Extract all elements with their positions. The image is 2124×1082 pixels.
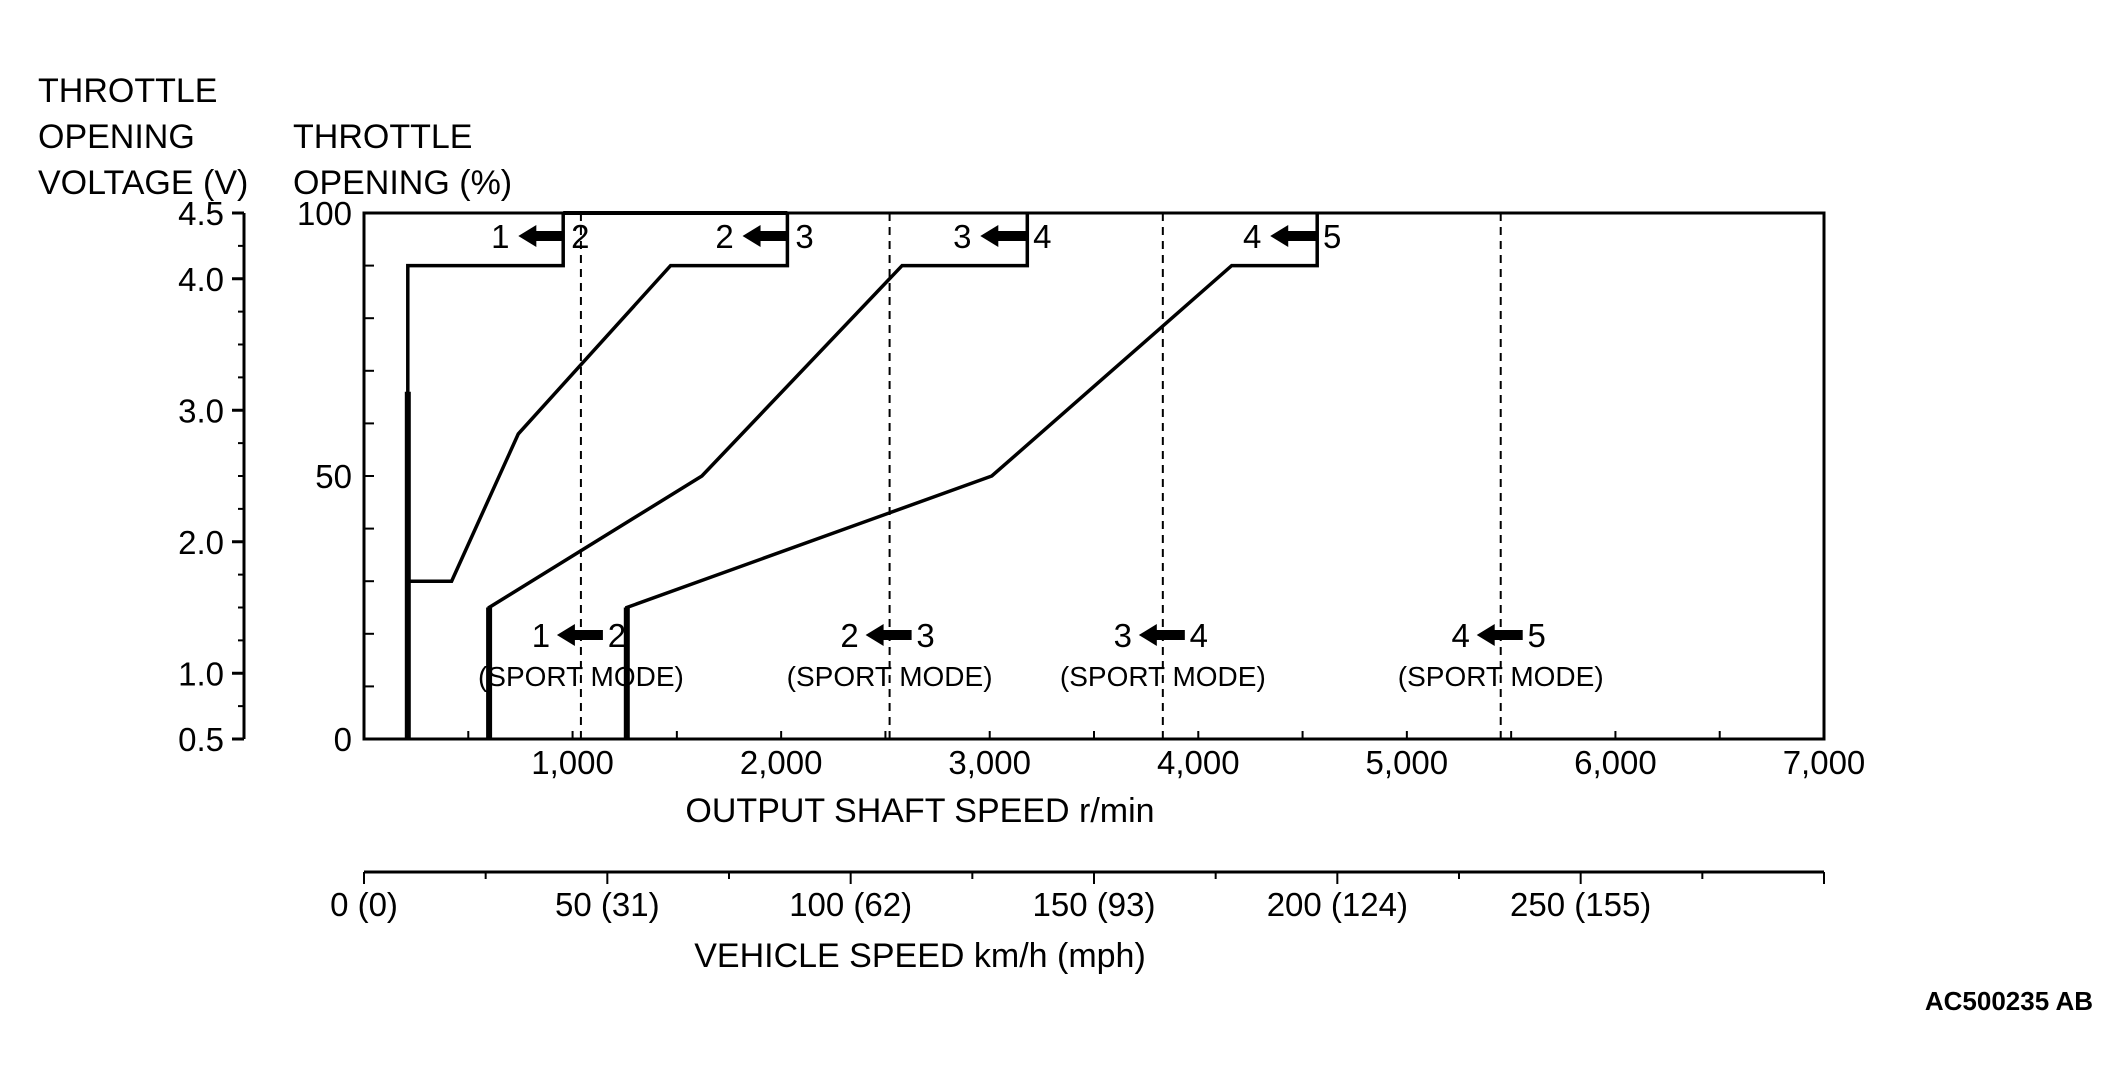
- voltage-tick-label: 1.0: [178, 655, 224, 692]
- vehicle-speed-tick-label: 0 (0): [330, 886, 398, 923]
- vehicle-speed-ticks: 0 (0) 50 (31) 100 (62) 150 (93) 200 (124) 250…: [330, 872, 1825, 923]
- sport-mode-label: (SPORT MODE): [1398, 661, 1604, 692]
- sport-mode-lines: 1 2 (SPORT MODE) 2 3 (SPORT MODE) 3 4 (SPORT MOD…: [478, 213, 1604, 739]
- throttle-tick-label: 0: [334, 721, 352, 758]
- voltage-ticks: 0.5 1.0 2.0 3.0 4.0 4.5: [178, 195, 244, 758]
- shift-arrow-icon: [1270, 225, 1317, 247]
- sport-mode-label: (SPORT MODE): [1060, 661, 1266, 692]
- x-axis-title: OUTPUT SHAFT SPEED r/min: [685, 792, 1154, 830]
- figure-code: AC500235 AB: [1925, 986, 2093, 1016]
- shaft-speed-tick-label: 3,000: [948, 744, 1031, 781]
- sport-shift-to: 5: [1528, 617, 1546, 654]
- sport-shift-to: 3: [916, 617, 934, 654]
- vehicle-speed-tick-label: 150 (93): [1033, 886, 1156, 923]
- y-right-axis-title: THROTTLE OPENING (%): [293, 118, 512, 202]
- voltage-tick-label: 3.0: [178, 392, 224, 429]
- shift-to-label: 2: [571, 218, 589, 255]
- shift-from-label: 3: [953, 218, 971, 255]
- y-left-title-line-2: OPENING: [38, 118, 195, 156]
- shift-arrow-icon: [742, 225, 789, 247]
- voltage-tick-label: 4.5: [178, 195, 224, 232]
- shaft-speed-tick-label: 6,000: [1574, 744, 1657, 781]
- y-right-title-line-2: OPENING (%): [293, 164, 512, 202]
- y-left-axis-title: THROTTLE OPENING VOLTAGE (V): [38, 72, 248, 202]
- sport-shift-from: 1: [532, 617, 550, 654]
- vehicle-speed-tick-label: 100 (62): [789, 886, 912, 923]
- shaft-speed-tick-label: 5,000: [1366, 744, 1449, 781]
- shift-from-label: 2: [715, 218, 733, 255]
- shift-arrow-icon: [865, 624, 912, 646]
- shaft-speed-tick-label: 7,000: [1783, 744, 1866, 781]
- shaft-speed-tick-label: 2,000: [740, 744, 823, 781]
- y-left-title-line-3: VOLTAGE (V): [38, 164, 248, 202]
- sport-shift-from: 2: [840, 617, 858, 654]
- y-right-title-line-1: THROTTLE: [293, 118, 472, 156]
- throttle-tick-label: 50: [315, 458, 352, 495]
- sport-shift-to: 2: [608, 617, 626, 654]
- y-left-title-line-1: THROTTLE: [38, 72, 217, 110]
- voltage-tick-label: 2.0: [178, 524, 224, 561]
- shift-to-label: 3: [795, 218, 813, 255]
- shift-from-label: 1: [491, 218, 509, 255]
- shift-to-label: 5: [1323, 218, 1341, 255]
- sport-mode-label: (SPORT MODE): [478, 661, 684, 692]
- shaft-speed-tick-label: 1,000: [531, 744, 614, 781]
- sport-shift-from: 4: [1452, 617, 1470, 654]
- shift-arrow-icon: [1138, 624, 1185, 646]
- shift-arrow-icon: [556, 624, 603, 646]
- vehicle-speed-tick-label: 250 (155): [1510, 886, 1651, 923]
- shift-arrow-icon: [518, 225, 565, 247]
- voltage-tick-label: 0.5: [178, 721, 224, 758]
- sport-shift-from: 3: [1114, 617, 1132, 654]
- sport-shift-to: 4: [1190, 617, 1208, 654]
- shift-from-label: 4: [1243, 218, 1261, 255]
- throttle-percent-ticks: 0 50 100: [297, 195, 374, 758]
- vehicle-speed-axis-title: VEHICLE SPEED km/h (mph): [694, 937, 1146, 975]
- throttle-tick-label: 100: [297, 195, 352, 232]
- shaft-speed-tick-label: 4,000: [1157, 744, 1240, 781]
- shift-arrow-icon: [980, 225, 1027, 247]
- shift-arrow-icon: [1476, 624, 1523, 646]
- vehicle-speed-tick-label: 200 (124): [1267, 886, 1408, 923]
- normal-shift-annotations: 1 2 2 3 3 4 4 5: [491, 218, 1341, 255]
- sport-mode-label: (SPORT MODE): [787, 661, 993, 692]
- voltage-tick-label: 4.0: [178, 261, 224, 298]
- shift-to-label: 4: [1033, 218, 1051, 255]
- shaft-speed-ticks: 1,000 2,000 3,000 4,000 5,000 6,000 7,000: [467, 731, 1866, 781]
- vehicle-speed-tick-label: 50 (31): [555, 886, 660, 923]
- shift-line-2-3: [406, 213, 790, 739]
